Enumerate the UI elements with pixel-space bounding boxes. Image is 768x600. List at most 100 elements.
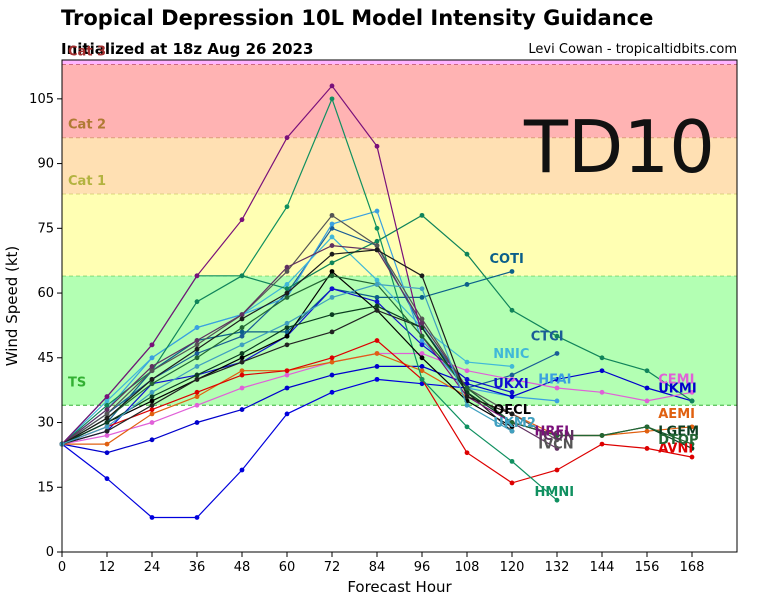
data-point	[689, 454, 695, 460]
data-point	[329, 359, 335, 365]
data-point	[464, 368, 470, 374]
model-label-hmni: HMNI	[535, 485, 575, 500]
x-axis-label: Forecast Hour	[347, 578, 452, 596]
data-point	[374, 282, 380, 287]
data-point	[464, 424, 470, 430]
data-point	[554, 351, 560, 356]
y-tick-label: 90	[37, 157, 54, 172]
x-tick-label: 0	[58, 560, 66, 575]
data-point	[104, 433, 110, 438]
data-point	[284, 135, 290, 141]
data-point	[194, 351, 200, 356]
intensity-bands	[62, 59, 737, 406]
data-point	[149, 394, 155, 400]
data-point	[599, 441, 605, 447]
x-tick-label: 168	[680, 560, 705, 575]
data-point	[149, 368, 155, 374]
model-label-ofcl: OFCL	[493, 403, 531, 418]
data-point	[104, 476, 110, 482]
data-point	[329, 269, 335, 274]
data-point	[374, 143, 380, 149]
band-label: Cat 1	[68, 174, 106, 189]
storm-id-watermark: TD10	[523, 105, 715, 189]
data-point	[374, 338, 380, 343]
data-point	[239, 333, 245, 339]
series-line	[61, 214, 558, 445]
model-label-ctci: CTCI	[531, 330, 564, 345]
axes: 0 12 24 36 48 60 72 84 96 108 120 132 144 156 168 0 15 30…	[29, 59, 738, 575]
data-point	[554, 433, 560, 438]
data-point	[194, 364, 200, 369]
data-point	[419, 316, 425, 322]
data-point	[374, 364, 380, 369]
data-point	[509, 428, 515, 434]
data-point	[644, 428, 650, 434]
model-label-ukxi: UKXI	[493, 377, 529, 392]
model-label-hrfi: HRFI	[535, 424, 570, 439]
data-point	[599, 433, 605, 438]
data-point	[329, 260, 335, 266]
data-point	[644, 368, 650, 374]
data-point	[374, 277, 380, 283]
x-tick-label: 156	[635, 560, 660, 575]
data-point	[509, 364, 515, 369]
data-point	[464, 394, 470, 400]
data-point	[374, 351, 380, 356]
data-point	[464, 381, 470, 387]
data-point	[554, 467, 560, 473]
x-tick-label: 48	[234, 560, 251, 575]
data-point	[509, 372, 515, 378]
data-point	[149, 411, 155, 417]
data-point	[599, 368, 605, 374]
data-point	[284, 290, 290, 296]
model-label-nnic: NNIC	[493, 347, 529, 362]
data-point	[419, 342, 425, 348]
data-point	[374, 303, 380, 309]
data-point	[464, 402, 470, 408]
data-point	[104, 398, 110, 404]
data-point	[554, 437, 560, 443]
data-point	[149, 437, 155, 443]
data-point	[239, 316, 245, 322]
x-tick-label: 84	[369, 560, 386, 575]
data-point	[419, 364, 425, 369]
y-tick-label: 15	[37, 480, 54, 495]
x-tick-label: 12	[99, 560, 116, 575]
data-point	[644, 385, 650, 391]
data-point	[464, 450, 470, 456]
data-point	[149, 381, 155, 387]
data-point	[284, 294, 290, 300]
data-point	[284, 372, 290, 378]
x-tick-label: 120	[500, 560, 525, 575]
data-point	[194, 372, 200, 378]
data-point	[104, 394, 110, 400]
model-label-lgem: LGEM	[658, 424, 699, 439]
data-point	[104, 415, 110, 421]
data-point	[554, 446, 560, 451]
x-tick-label: 72	[324, 560, 341, 575]
data-point	[104, 407, 110, 412]
y-tick-label: 105	[29, 92, 54, 107]
data-point	[194, 394, 200, 400]
model-label-ivcn: IVCN	[538, 437, 573, 452]
y-tick-label: 75	[37, 221, 54, 236]
data-point	[419, 338, 425, 343]
data-point	[464, 376, 470, 382]
data-point	[464, 385, 470, 391]
data-point	[509, 411, 515, 417]
x-tick-label: 60	[279, 560, 296, 575]
data-point	[329, 389, 335, 395]
data-point	[329, 372, 335, 378]
data-point	[284, 204, 290, 210]
data-point	[149, 355, 155, 361]
chart-subtitle: Initialized at 18z Aug 26 2023	[61, 40, 314, 58]
data-point	[194, 325, 200, 330]
data-point	[329, 251, 335, 257]
data-point	[149, 398, 155, 404]
data-point	[284, 282, 290, 287]
data-point	[194, 355, 200, 361]
band-cat-1	[62, 193, 737, 276]
data-point	[419, 376, 425, 382]
data-point	[194, 273, 200, 279]
